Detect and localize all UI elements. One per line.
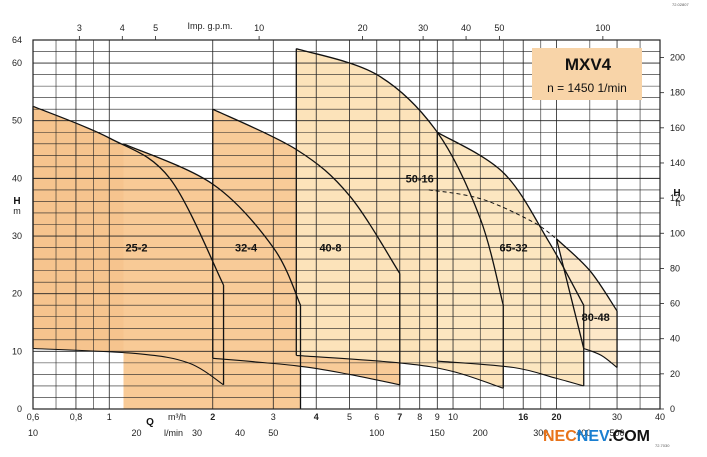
area-80-48 (556, 238, 618, 368)
y-tick-m: 64 (12, 35, 22, 45)
y-tick-ft: 120 (670, 193, 685, 203)
x-unit-lmin: l/min (164, 428, 183, 438)
y-tick-m: 10 (12, 346, 22, 356)
curve-min-80-48 (555, 238, 585, 349)
x-tick-gpm: 100 (595, 23, 610, 33)
x-tick-m3h: 0,8 (70, 412, 83, 422)
curve-top-40-8 (212, 108, 401, 274)
x-tick-lmin: 150 (430, 428, 445, 438)
y-tick-ft: 140 (670, 158, 685, 168)
x-tick-m3h: 8 (417, 412, 422, 422)
curve-bottom-25-2 (32, 347, 224, 386)
x-tick-m3h: 0,6 (27, 412, 40, 422)
y-tick-ft: 180 (670, 88, 685, 98)
x-tick-lmin: 20 (131, 428, 141, 438)
title-box (532, 48, 642, 100)
y-tick-m: 50 (12, 116, 22, 126)
x-tick-m3h: 30 (612, 412, 622, 422)
y-tick-m: 60 (12, 58, 22, 68)
curve-bottom-40-8 (212, 357, 400, 386)
curve-bottom-65-32 (437, 360, 584, 387)
y-tick-m: 20 (12, 289, 22, 299)
y-tick-ft: 60 (670, 299, 680, 309)
x-tick-m3h: 3 (271, 412, 276, 422)
x-tick-gpm: 10 (254, 23, 264, 33)
x-tick-lmin: 200 (473, 428, 488, 438)
x-tick-lmin: 50 (268, 428, 278, 438)
chart-subtitle: n = 1450 1/min (547, 81, 627, 95)
x-tick-m3h: 9 (435, 412, 440, 422)
y-tick-ft: 100 (670, 228, 685, 238)
x-tick-lmin: 100 (369, 428, 384, 438)
curve-label-50-16: 50-16 (406, 173, 434, 185)
x-tick-lmin: 30 (192, 428, 202, 438)
y-left-label: H (13, 196, 20, 207)
x-tick-m3h: 1 (107, 412, 112, 422)
x-tick-lmin: 500 (610, 428, 625, 438)
plot-frame (32, 39, 661, 410)
brand-logo: NECNEV.COM (543, 428, 650, 445)
x-unit-m3h: m³/h (168, 412, 186, 422)
curve-labels: 25-2 32-4 40-8 50-16 65-32 80-48 (125, 173, 609, 323)
curve-label-40-8: 40-8 (319, 243, 341, 255)
code-top: 72.02807 (672, 2, 689, 7)
x-tick-gpm: 40 (461, 23, 471, 33)
y-right-unit: ft (675, 198, 681, 208)
x-tick-m3h: 5 (347, 412, 352, 422)
code-bottom: 72.7030 (655, 443, 670, 448)
curve-top-32-4 (123, 143, 302, 306)
y-tick-ft: 0 (670, 404, 675, 414)
curve-label-80-48: 80-48 (582, 312, 610, 324)
curve-top-80-48 (556, 238, 618, 312)
y-tick-m: 30 (12, 231, 22, 241)
x-tick-gpm: 4 (120, 23, 125, 33)
x-tick-lmin: 300 (533, 428, 548, 438)
x-tick-m3h: 2 (210, 412, 215, 422)
x-tick-m3h: 6 (374, 412, 379, 422)
curve-label-32-4: 32-4 (235, 243, 258, 255)
axes: 0102030405060640204060801001201401601802… (12, 23, 685, 438)
y-tick-ft: 40 (670, 334, 680, 344)
x-tick-gpm: 30 (418, 23, 428, 33)
x-tick-m3h: 7 (397, 412, 402, 422)
curve-label-25-2: 25-2 (125, 243, 147, 255)
curve-top-25-2 (32, 105, 225, 286)
top-axis-label: Imp. g.p.m. (187, 21, 232, 31)
x-tick-m3h: 10 (448, 412, 458, 422)
x-tick-lmin: 400 (576, 428, 591, 438)
grid (33, 40, 660, 409)
y-tick-ft: 200 (670, 53, 685, 63)
curve-bottom-50-16 (296, 354, 504, 389)
y-tick-m: 40 (12, 173, 22, 183)
y-tick-m: 0 (17, 404, 22, 414)
y-tick-ft: 20 (670, 369, 680, 379)
curve-dashed (428, 189, 557, 240)
x-tick-m3h: 20 (552, 412, 562, 422)
curve-bottom-80-48 (583, 347, 618, 368)
x-label: Q (146, 417, 154, 428)
x-tick-gpm: 20 (358, 23, 368, 33)
x-tick-m3h: 16 (518, 412, 528, 422)
x-tick-gpm: 50 (494, 23, 504, 33)
x-tick-lmin: 10 (28, 428, 38, 438)
chart-title: MXV4 (565, 55, 612, 74)
x-tick-lmin: 40 (235, 428, 245, 438)
curve-label-65-32: 65-32 (499, 243, 527, 255)
y-right-label: H (673, 188, 680, 199)
curve-top-65-32 (436, 131, 585, 306)
y-left-unit: m (13, 206, 21, 216)
x-tick-m3h: 40 (655, 412, 665, 422)
x-tick-gpm: 3 (77, 23, 82, 33)
y-tick-ft: 160 (670, 123, 685, 133)
y-tick-ft: 80 (670, 263, 680, 273)
curve-lines (32, 47, 618, 409)
x-tick-gpm: 5 (153, 23, 158, 33)
x-tick-m3h: 4 (314, 412, 319, 422)
